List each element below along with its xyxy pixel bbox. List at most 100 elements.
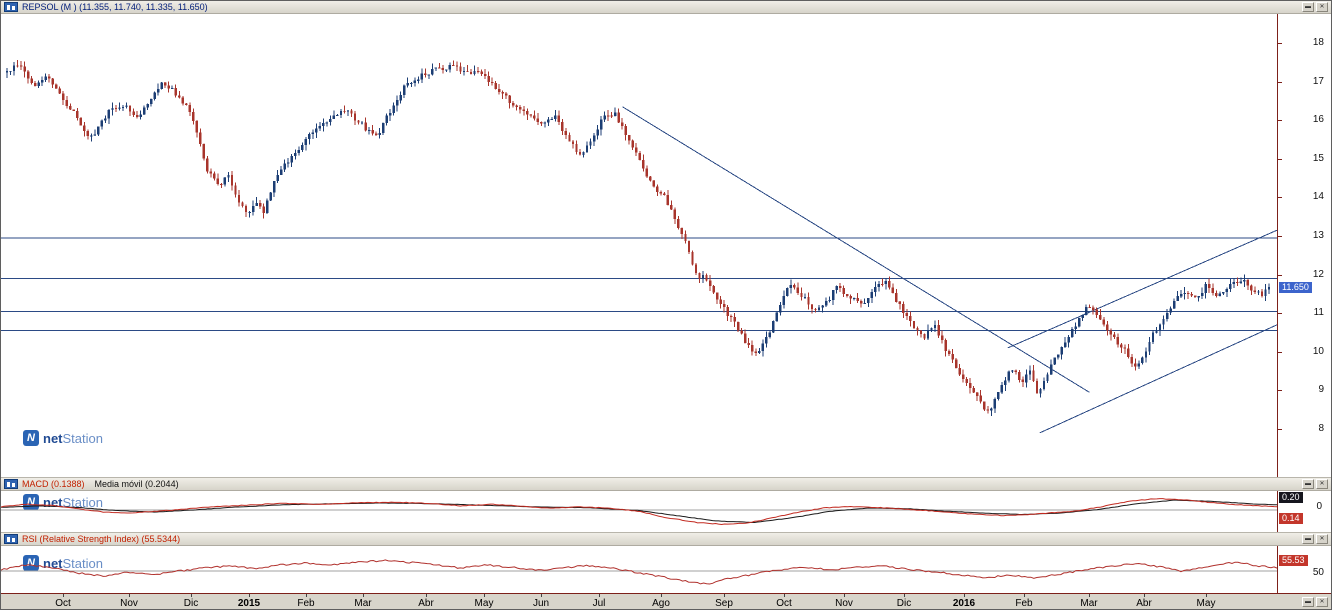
time-axis-tick-mark xyxy=(964,594,965,597)
time-axis-tick-mark xyxy=(1144,594,1145,597)
time-axis-label: Mar xyxy=(1080,598,1098,609)
window-controls: ▬ ✕ xyxy=(1302,2,1328,12)
logo-text-station: Station xyxy=(62,555,103,571)
price-axis-tick-label: 12 xyxy=(1312,268,1324,280)
time-axis-tick-mark xyxy=(844,594,845,597)
chart-icon xyxy=(4,534,18,544)
price-axis-tick-label: 8 xyxy=(1318,423,1324,434)
time-axis-tick-mark xyxy=(599,594,600,597)
logo-text-station: Station xyxy=(62,494,103,510)
time-axis-tick-mark xyxy=(484,594,485,597)
time-axis-label: Abr xyxy=(418,598,434,609)
axis-tick-mark xyxy=(1278,429,1282,430)
axis-tick-mark xyxy=(1278,159,1282,160)
minimize-button[interactable]: ▬ xyxy=(1302,597,1314,607)
macd-title: MACD (0.1388) xyxy=(22,479,85,489)
minimize-button[interactable]: ▬ xyxy=(1302,2,1314,12)
rsi-y-axis[interactable]: 55.53 50 xyxy=(1277,546,1331,593)
rsi-panel-titlebar[interactable]: RSI (Relative Strength Index) (55.5344) … xyxy=(1,533,1331,546)
macd-zero-label: 0 xyxy=(1316,501,1322,512)
time-axis-label: May xyxy=(474,598,494,609)
axis-tick-mark xyxy=(1278,82,1282,83)
time-axis-tick-mark xyxy=(129,594,130,597)
price-chart-area: N netStation 11.650 18 17 16 15 14 13 12 11 10 9 8 xyxy=(1,14,1331,477)
time-axis-tick-mark xyxy=(191,594,192,597)
price-axis-tick-label: 18 xyxy=(1312,37,1324,48)
macd-canvas[interactable] xyxy=(1,491,1277,532)
window-controls: ▬ ✕ xyxy=(1302,534,1328,544)
macd-y-axis[interactable]: 0.20 0 0.14 xyxy=(1277,491,1331,532)
window-controls: ▬ ✕ xyxy=(1302,479,1328,489)
price-axis-tick-label: 16 xyxy=(1312,114,1324,126)
time-axis-tick-mark xyxy=(363,594,364,597)
axis-tick-mark xyxy=(1278,352,1282,353)
time-axis-tick-mark xyxy=(426,594,427,597)
time-axis-tick-mark xyxy=(661,594,662,597)
time-axis-label: Dic xyxy=(896,598,912,609)
price-panel: REPSOL (M ) (11.355, 11.740, 11.335, 11.… xyxy=(1,1,1331,477)
netstation-logo-icon: N xyxy=(23,555,39,571)
chart-icon xyxy=(4,2,18,12)
rsi-mid-label: 50 xyxy=(1312,567,1324,578)
time-axis-label: Sep xyxy=(715,598,733,609)
time-axis-label: Oct xyxy=(776,598,792,609)
time-axis-tick-mark xyxy=(724,594,725,597)
price-axis-tick-label: 11 xyxy=(1313,307,1324,319)
time-axis-tick-mark xyxy=(306,594,307,597)
price-axis-tick-label: 13 xyxy=(1312,230,1324,241)
time-axis-tick-mark xyxy=(1089,594,1090,597)
time-axis-label: 2016 xyxy=(952,598,976,609)
time-axis-label: May xyxy=(1196,598,1216,609)
close-button[interactable]: ✕ xyxy=(1316,479,1328,489)
time-axis-label: Ago xyxy=(652,598,670,609)
minimize-button[interactable]: ▬ xyxy=(1302,479,1314,489)
price-axis-tick-label: 15 xyxy=(1312,152,1324,164)
time-axis-tick-mark xyxy=(1206,594,1207,597)
price-candlestick-canvas[interactable] xyxy=(1,14,1277,477)
time-axis-label: Abr xyxy=(1136,598,1152,609)
last-price-label: 11.650 xyxy=(1279,282,1312,293)
axis-tick-mark xyxy=(1278,313,1282,314)
macd-panel-titlebar[interactable]: MACD (0.1388) Media móvil (0.2044) ▬ ✕ xyxy=(1,478,1331,491)
macd-media-title: Media móvil (0.2044) xyxy=(94,479,179,489)
axis-tick-mark xyxy=(1278,43,1282,44)
price-panel-titlebar[interactable]: REPSOL (M ) (11.355, 11.740, 11.335, 11.… xyxy=(1,1,1331,14)
chart-icon xyxy=(4,479,18,489)
macd-value-label: 0.14 xyxy=(1279,513,1303,524)
time-axis-label: Jun xyxy=(532,598,550,609)
macd-panel: MACD (0.1388) Media móvil (0.2044) ▬ ✕ N… xyxy=(1,477,1331,532)
price-axis-tick-label: 9 xyxy=(1318,384,1324,396)
logo-text-net: net xyxy=(43,430,63,446)
window-controls: ▬ ✕ xyxy=(1302,597,1328,607)
axis-tick-mark xyxy=(1278,275,1282,276)
rsi-panel: RSI (Relative Strength Index) (55.5344) … xyxy=(1,532,1331,593)
rsi-value-label: 55.53 xyxy=(1279,555,1308,566)
netstation-logo: N netStation xyxy=(23,430,103,446)
price-y-axis[interactable]: 11.650 18 17 16 15 14 13 12 11 10 9 8 xyxy=(1277,14,1331,477)
time-axis-label: Nov xyxy=(835,598,853,609)
time-axis-label: Feb xyxy=(1015,598,1033,609)
time-axis-label: 2015 xyxy=(237,598,261,609)
time-axis-label: Dic xyxy=(183,598,199,609)
time-axis-tick-mark xyxy=(1024,594,1025,597)
rsi-canvas[interactable] xyxy=(1,546,1277,593)
time-axis[interactable]: Oct Nov Dic 2015 Feb Mar Abr May Jun Jul Ago Sep Oct… xyxy=(1,593,1331,609)
time-axis-tick-mark xyxy=(541,594,542,597)
macd-media-value-label: 0.20 xyxy=(1279,492,1303,503)
minimize-button[interactable]: ▬ xyxy=(1302,534,1314,544)
time-axis-label: Nov xyxy=(120,598,138,609)
axis-tick-mark xyxy=(1278,236,1282,237)
time-axis-tick-mark xyxy=(904,594,905,597)
axis-tick-mark xyxy=(1278,390,1282,391)
close-button[interactable]: ✕ xyxy=(1316,534,1328,544)
time-axis-tick-mark xyxy=(784,594,785,597)
price-axis-tick-label: 14 xyxy=(1312,191,1324,203)
close-button[interactable]: ✕ xyxy=(1316,2,1328,12)
netstation-logo: N netStation xyxy=(23,555,103,571)
price-panel-title: REPSOL (M ) (11.355, 11.740, 11.335, 11.… xyxy=(22,2,208,12)
close-button[interactable]: ✕ xyxy=(1316,597,1328,607)
time-axis-label: Oct xyxy=(55,598,71,609)
rsi-chart-area: N netStation 55.53 50 xyxy=(1,546,1331,593)
price-axis-tick-label: 17 xyxy=(1312,75,1324,87)
